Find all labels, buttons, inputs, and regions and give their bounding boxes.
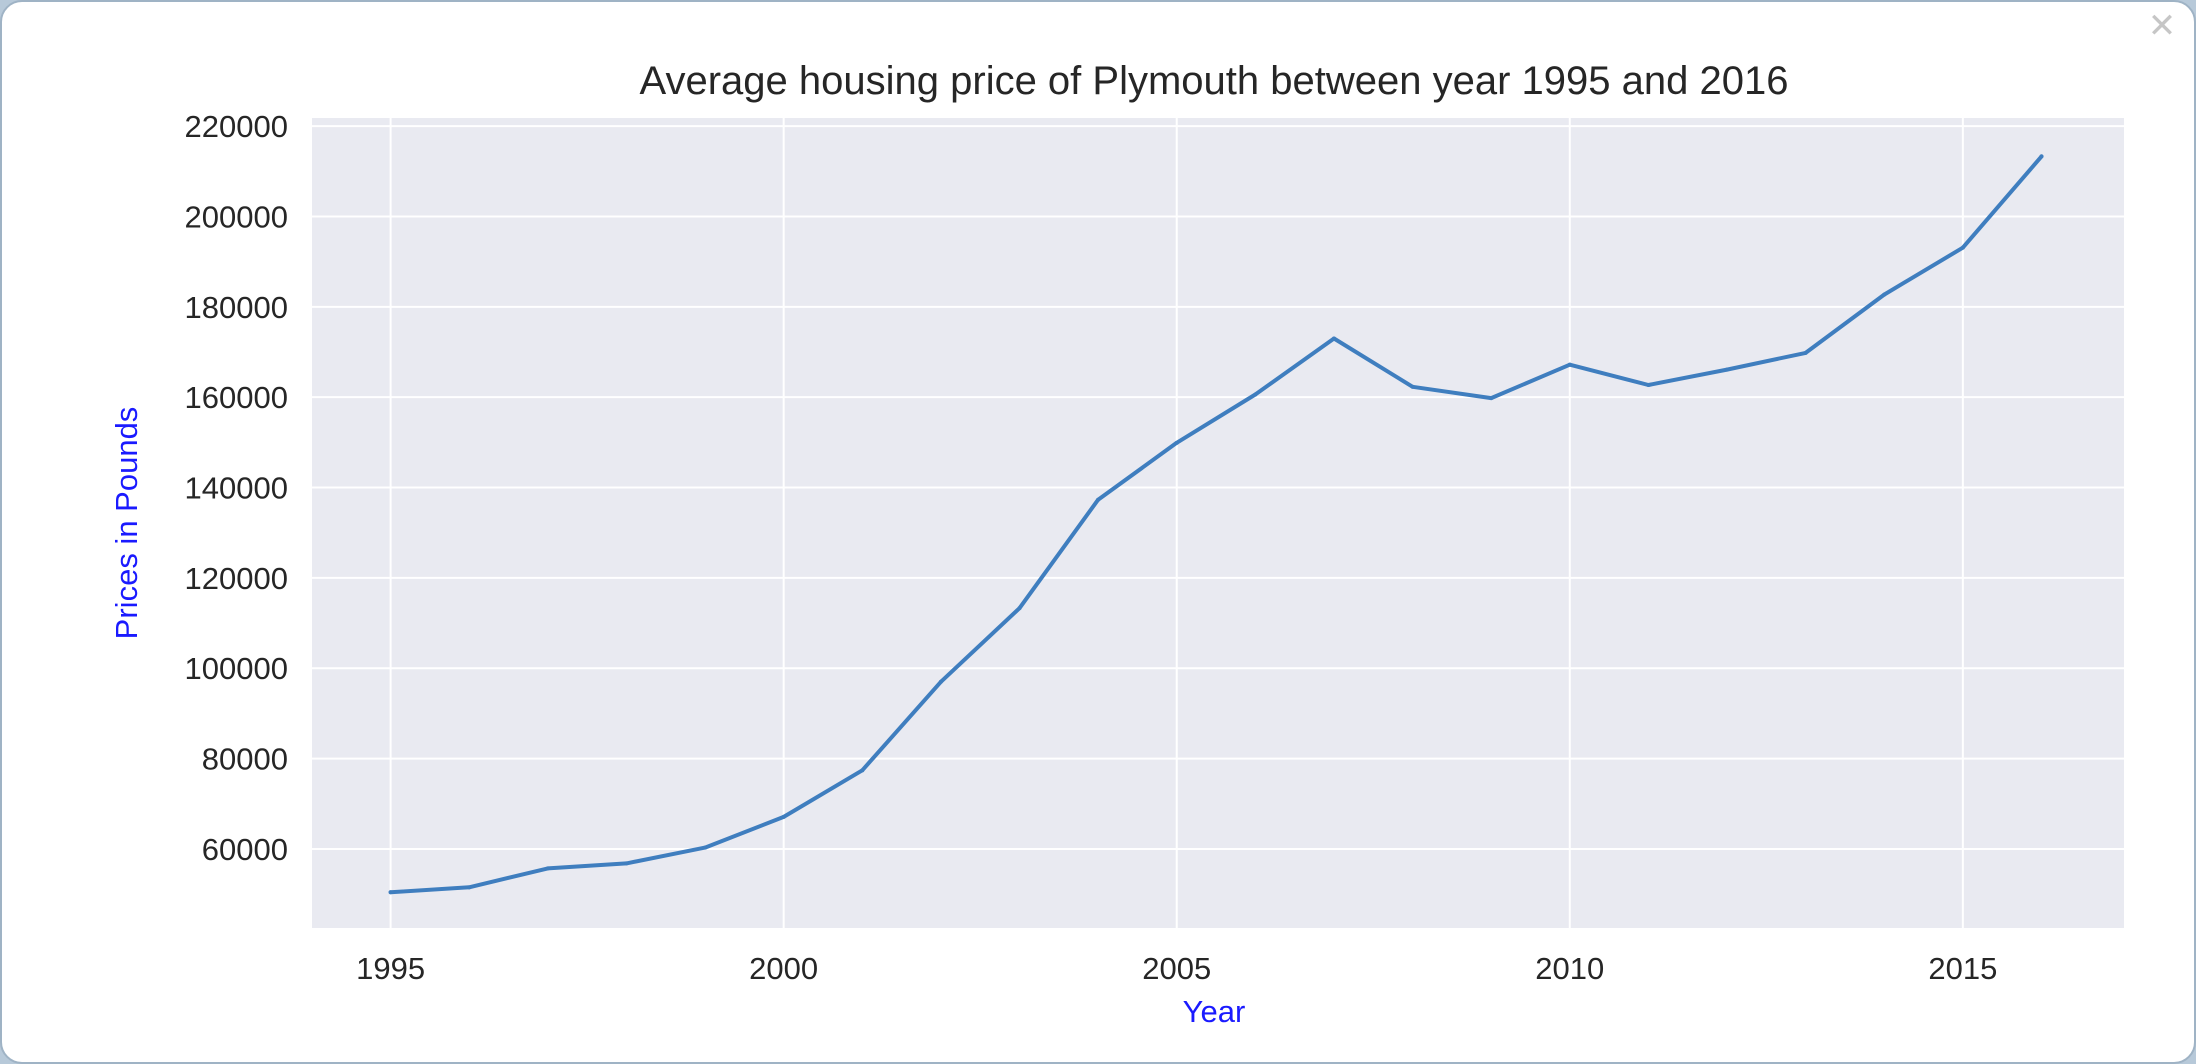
y-tick-label: 180000: [185, 290, 288, 325]
chart-title: Average housing price of Plymouth betwee…: [640, 59, 1789, 103]
data-point: [938, 679, 943, 684]
x-tick-label: 2015: [1928, 951, 1997, 986]
series-line: [388, 154, 2044, 895]
y-tick-label: 60000: [202, 832, 288, 867]
data-point: [1489, 396, 1494, 401]
data-point: [1017, 606, 1022, 611]
y-tick-label: 200000: [185, 199, 288, 234]
data-point: [781, 814, 786, 819]
data-point: [1410, 384, 1415, 389]
data-point: [860, 768, 865, 773]
data-point: [1882, 292, 1887, 297]
grid-lines: [312, 118, 2124, 928]
x-tick-label: 1995: [356, 951, 425, 986]
x-tick-label: 2005: [1142, 951, 1211, 986]
data-point: [1331, 336, 1336, 341]
y-tick-label: 80000: [202, 742, 288, 777]
y-axis-label: Prices in Pounds: [109, 407, 144, 640]
data-point: [1174, 440, 1179, 445]
y-tick-label: 140000: [185, 471, 288, 506]
data-point: [1960, 245, 1965, 250]
data-point: [1253, 392, 1258, 397]
data-point: [624, 861, 629, 866]
data-point: [703, 845, 708, 850]
y-tick-label: 220000: [185, 109, 288, 144]
x-axis-ticks: 1995 2000 2005 2010 2015: [356, 951, 1997, 986]
x-axis-label: Year: [1183, 994, 1246, 1029]
data-point: [1725, 367, 1730, 372]
data-point: [545, 866, 550, 871]
data-point: [467, 885, 472, 890]
data-point: [1096, 497, 1101, 502]
data-point: [2039, 154, 2044, 159]
data-point: [1646, 382, 1651, 387]
y-tick-label: 120000: [185, 561, 288, 596]
x-tick-label: 2010: [1535, 951, 1604, 986]
data-point: [388, 890, 393, 895]
close-icon[interactable]: ✕: [2147, 6, 2177, 46]
y-tick-label: 100000: [185, 651, 288, 686]
x-tick-label: 2000: [749, 951, 818, 986]
plot-area: [312, 118, 2124, 928]
series-lines: [388, 154, 2044, 895]
data-point: [1803, 350, 1808, 355]
y-tick-label: 160000: [185, 380, 288, 415]
data-point: [1567, 362, 1572, 367]
y-axis-ticks: 60000 80000 100000 120000 140000 160000 180000…: [185, 109, 288, 867]
